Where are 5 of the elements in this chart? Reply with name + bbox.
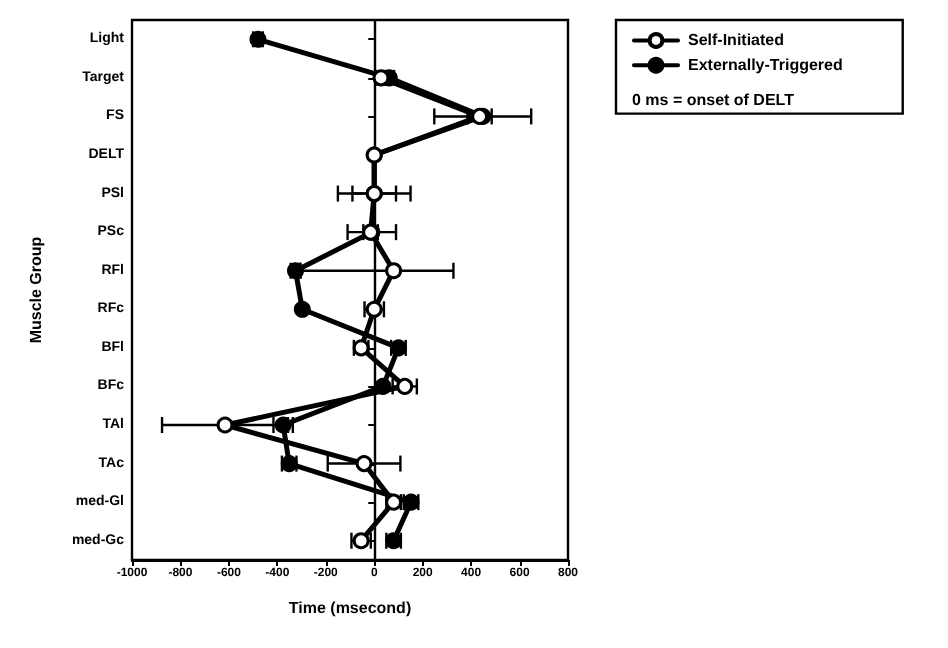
x-axis-title: Time (msecond) xyxy=(288,599,412,617)
text: 0 ms = onset of DELT xyxy=(632,91,795,109)
y-axis-title: Muscle Group xyxy=(27,236,45,344)
legend-label: Self-Initiated xyxy=(688,31,785,50)
legend-label: Externally-Triggered xyxy=(688,56,843,75)
